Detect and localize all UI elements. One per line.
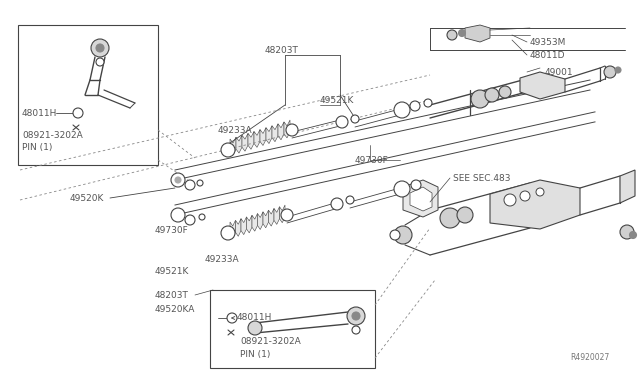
Text: R4920027: R4920027 [570,353,609,362]
Text: 49730F: 49730F [355,155,388,164]
Circle shape [175,177,181,183]
Circle shape [352,326,360,334]
Circle shape [630,231,637,238]
Circle shape [615,67,621,73]
Text: 48203T: 48203T [155,291,189,299]
Circle shape [221,226,235,240]
Circle shape [440,208,460,228]
Circle shape [504,194,516,206]
Circle shape [471,90,489,108]
Text: 48011D: 48011D [530,51,566,60]
Polygon shape [490,180,580,229]
Circle shape [394,181,410,197]
Circle shape [286,124,298,136]
Bar [18,25,158,165]
Circle shape [520,191,530,201]
Circle shape [96,58,104,66]
Text: 48011H: 48011H [22,109,58,118]
Polygon shape [254,129,260,147]
Polygon shape [278,122,284,140]
Text: 49521K: 49521K [155,267,189,276]
Circle shape [394,102,410,118]
Circle shape [248,321,262,335]
Polygon shape [465,25,490,42]
Circle shape [390,230,400,240]
Circle shape [347,307,365,325]
Text: 49001: 49001 [545,67,573,77]
Circle shape [336,116,348,128]
Circle shape [447,30,457,40]
Text: 49730F: 49730F [155,225,189,234]
Polygon shape [236,135,242,153]
Polygon shape [520,72,565,99]
Circle shape [346,196,354,204]
Circle shape [91,39,109,57]
Circle shape [227,313,237,323]
Text: 49233A: 49233A [218,125,253,135]
Circle shape [96,44,104,52]
Circle shape [620,225,634,239]
Polygon shape [284,120,290,138]
Polygon shape [280,205,285,223]
Text: PIN (1): PIN (1) [22,142,52,151]
Polygon shape [620,170,635,203]
Polygon shape [248,131,254,149]
Text: 49520KA: 49520KA [155,305,195,314]
Bar [210,290,375,368]
Circle shape [331,198,343,210]
Polygon shape [272,124,278,142]
Circle shape [221,143,235,157]
Text: 49520K: 49520K [70,193,104,202]
Text: SEE SEC.483: SEE SEC.483 [453,173,511,183]
Polygon shape [236,219,241,236]
Polygon shape [269,208,274,226]
Polygon shape [266,126,272,144]
Polygon shape [257,212,263,230]
Circle shape [410,101,420,111]
Circle shape [185,180,195,190]
Polygon shape [230,137,236,155]
Polygon shape [274,207,280,224]
Text: 49353M: 49353M [530,38,566,46]
Circle shape [536,188,544,196]
Circle shape [424,99,432,107]
Text: 48203T: 48203T [265,45,299,55]
Polygon shape [410,187,432,211]
Circle shape [199,214,205,220]
Text: 08921-3202A: 08921-3202A [22,131,83,140]
Text: 08921-3202A: 08921-3202A [240,337,301,346]
Circle shape [197,180,203,186]
Polygon shape [403,180,438,217]
Polygon shape [246,215,252,233]
Polygon shape [263,210,269,228]
Circle shape [604,66,616,78]
Text: 49521K: 49521K [320,96,355,105]
Circle shape [457,207,473,223]
Circle shape [185,215,195,225]
Text: PIN (1): PIN (1) [240,350,270,359]
Polygon shape [241,217,246,235]
Polygon shape [230,220,236,238]
Circle shape [351,115,359,123]
Circle shape [411,180,421,190]
Circle shape [352,312,360,320]
Circle shape [171,173,185,187]
Circle shape [485,88,499,102]
Circle shape [394,226,412,244]
Circle shape [458,29,465,36]
Text: 49233A: 49233A [205,256,239,264]
Circle shape [171,208,185,222]
Text: 48011H: 48011H [237,314,273,323]
Circle shape [499,86,511,98]
Polygon shape [252,214,257,231]
Circle shape [73,108,83,118]
Polygon shape [260,128,266,145]
Circle shape [281,209,293,221]
Polygon shape [242,133,248,151]
